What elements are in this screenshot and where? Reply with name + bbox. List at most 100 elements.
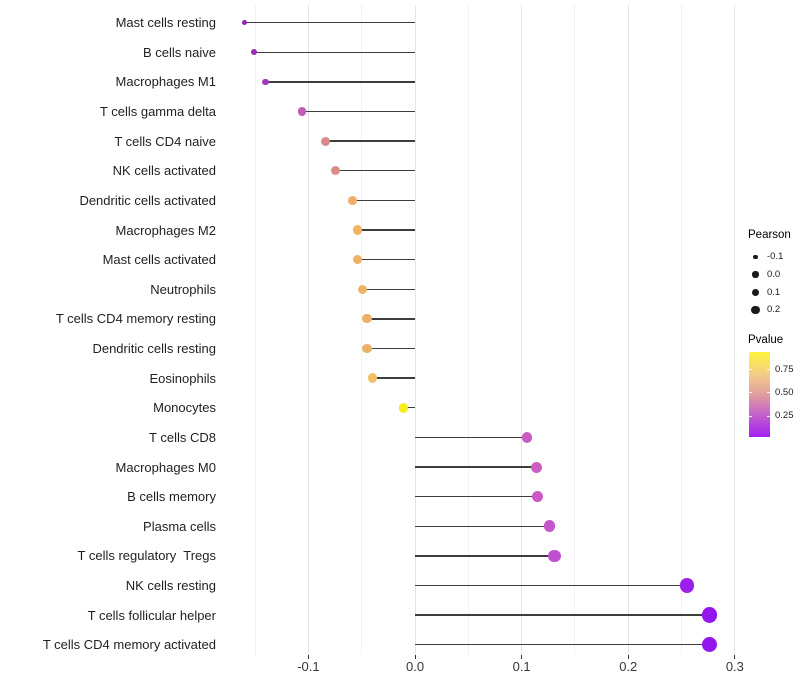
lollipop-dot [352,225,363,235]
lollipop-dot [367,373,378,383]
legend-pvalue-title: Pvalue [748,334,784,346]
x-axis-tick [521,655,523,659]
lollipop-stem [372,377,416,379]
lollipop-stem [415,584,687,587]
lollipop-stem [352,199,416,202]
gridline-minor [254,5,256,655]
category-label: T cells follicular helper [87,607,216,623]
lollipop-stem [357,229,416,231]
pvalue-gradient-bar [749,352,770,437]
lollipop-dot [347,196,357,205]
lollipop-stem [357,258,416,261]
pvalue-bar-tick [749,369,752,370]
lollipop-stem [265,81,416,83]
lollipop-dot [242,20,247,26]
lollipop-stem [254,51,416,53]
lollipop-dot [358,284,368,294]
category-label: Dendritic cells resting [92,341,216,357]
legend-size-item: 0.2 [748,301,800,319]
lollipop-dot [701,607,717,623]
category-label: Neutrophils [150,281,216,297]
category-label: B cells memory [127,489,216,505]
legend-pearson-items: -0.1 0.0 0.1 0.2 [748,248,800,319]
gridline-major [414,5,416,655]
lollipop-dot [262,78,270,86]
pvalue-bar-tick [767,392,770,394]
legend-size-dot-column [748,254,763,260]
category-label: T cells regulatory Tregs [77,548,216,564]
y-axis-labels: Mast cells resting B cells naive Macrophag… [0,0,216,660]
lollipop-stem [415,614,710,616]
lollipop-dot [398,402,409,413]
legend-size-dot-column [748,271,763,278]
lollipop-dot [251,49,257,56]
lollipop-stem [325,140,416,142]
x-axis-tick-label: -0.1 [297,659,320,674]
lollipop-stem [415,644,710,646]
pvalue-tick-label: 0.25 [775,410,794,422]
legend-pearson-title: Pearson [748,229,791,241]
category-label: Macrophages M1 [115,74,216,90]
lollipop-dot [330,166,340,176]
category-label: Mast cells activated [102,252,216,268]
legend-size-item: 0.0 [748,266,800,284]
x-axis-tick [414,655,416,659]
legend-size-item: -0.1 [748,248,800,266]
legend-size-dot [751,305,760,315]
pvalue-tick-label: 0.75 [775,363,794,375]
category-label: Plasma cells [143,518,216,534]
category-label: T cells CD4 memory activated [42,637,216,653]
lollipop-dot [320,136,330,146]
lollipop-stem [367,347,416,350]
lollipop-stem [415,466,537,468]
gridline-major [734,5,736,655]
lollipop-dot [297,107,307,116]
x-axis-tick [307,655,309,659]
lollipop-stem [244,22,416,24]
legend-pearson-size: Pearson -0.1 0.0 0.1 0.2 [748,229,800,319]
x-axis-tick-label: 0.1 [512,659,531,674]
lollipop-dot [548,549,561,563]
pvalue-tick-label: 0.50 [775,386,794,398]
x-axis-tick [627,655,629,659]
category-label: Macrophages M0 [115,459,216,475]
lollipop-dot [521,432,533,443]
category-label: T cells gamma delta [99,104,216,120]
lollipop-stem [335,170,416,172]
lollipop-dot [362,314,372,324]
category-label: T cells CD8 [149,429,216,445]
lollipop-dot [532,491,544,503]
category-label: Macrophages M2 [115,222,216,238]
gridline-major [521,5,523,655]
plot-panel [221,5,737,655]
x-axis-tick [734,655,736,659]
lollipop-stem [415,525,550,527]
pvalue-bar-tick [749,415,752,417]
legend-size-label: 0.1 [767,286,781,298]
lollipop-dot [543,520,556,533]
legend-size-label: 0.0 [767,269,781,281]
x-axis-tick-label: 0.0 [405,659,425,674]
category-label: B cells naive [143,44,216,60]
pvalue-bar-tick [767,415,770,417]
legend-size-dot [753,254,758,260]
category-label: Eosinophils [149,370,217,386]
lollipop-dot [531,461,543,473]
legend-size-item: 0.1 [748,283,800,301]
gridline-major [307,5,309,655]
category-label: Monocytes [153,400,216,416]
lollipop-stem [362,288,416,290]
gridline-major [627,5,629,655]
category-label: NK cells activated [112,163,216,179]
category-label: NK cells resting [125,577,216,593]
pvalue-bar-tick [767,369,770,370]
lollipop-stem [403,407,416,409]
legend-size-dot-column [748,288,763,296]
legend-size-dot [752,271,759,278]
legend-size-label: 0.2 [767,304,781,316]
legend-size-dot [751,288,760,296]
category-label: T cells CD4 memory resting [55,311,216,327]
lollipop-stem [302,110,416,113]
gridline-minor [361,5,363,655]
category-label: Dendritic cells activated [79,192,216,208]
